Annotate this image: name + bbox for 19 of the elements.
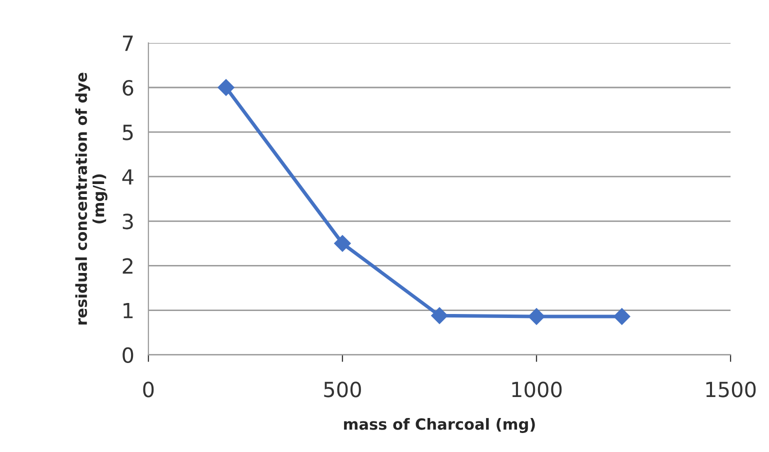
y-axis-title: residual concentration of dye (mg/l): [75, 72, 108, 324]
point: [218, 79, 234, 96]
x-tick-label: 1500: [706, 382, 756, 398]
y-tick-label: 0: [122, 347, 134, 364]
point: [528, 308, 545, 325]
y-tick-label: 7: [122, 36, 133, 51]
y-tick-label: 4: [122, 169, 134, 185]
x-axis-title: mass of Charcoal (mg): [344, 418, 535, 433]
x-tick-label: 1000: [512, 382, 562, 398]
point: [431, 307, 448, 324]
y-tick-label: 6: [122, 80, 134, 96]
y-tick-label: 5: [122, 124, 133, 140]
y-tick-label: 1: [124, 302, 133, 318]
y-tick-label: 3: [122, 214, 133, 230]
x-tick-label: 0: [143, 382, 154, 398]
x-tick-label: 500: [324, 382, 361, 398]
point: [334, 235, 351, 252]
point: [614, 308, 630, 325]
y-tick-label: 2: [122, 258, 132, 274]
